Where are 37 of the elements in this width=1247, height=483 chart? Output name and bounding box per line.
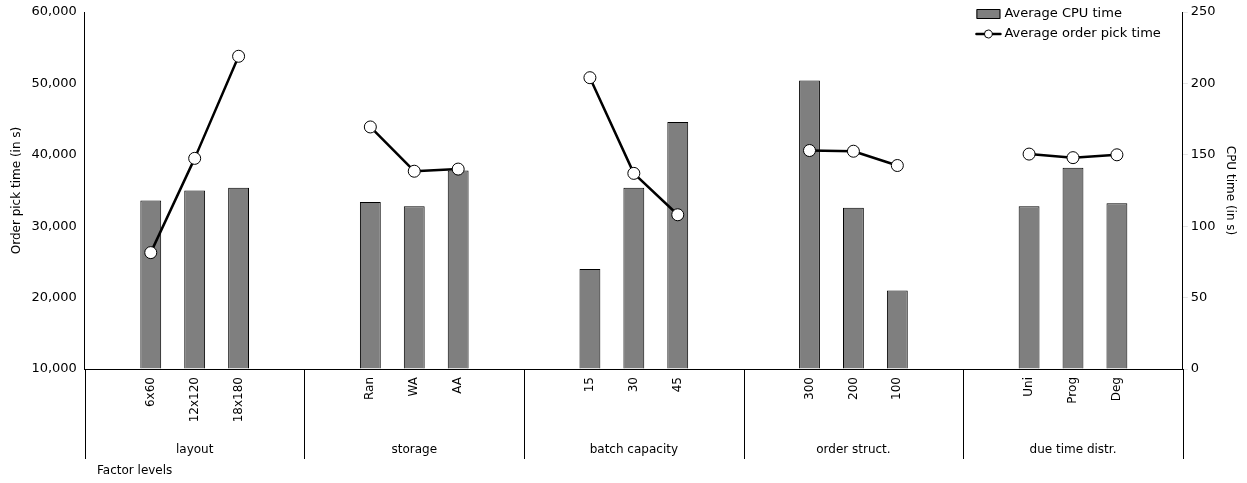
x-tick-label: Ran <box>362 377 377 401</box>
x-tick-label: 45 <box>669 377 684 393</box>
y2-tick-label: 50 <box>1190 288 1208 304</box>
y2-tick-label: 250 <box>1190 3 1216 19</box>
x-tick-label: 18x180 <box>230 377 245 423</box>
x-tick-label: AA <box>450 376 465 394</box>
x-tick-label: 6x60 <box>142 377 157 408</box>
x-tick-label: 300 <box>801 377 816 400</box>
x-tick-label: Prog <box>1065 377 1080 404</box>
y-axis-title: Order pick time (in s) <box>9 126 24 255</box>
text: order struct. <box>816 442 891 457</box>
x-axis-title: Factor levels <box>97 463 173 478</box>
y2-axis-title: CPU time (in s) <box>1223 145 1238 236</box>
text: layout <box>175 442 214 457</box>
y2-tick-label: 0 <box>1190 360 1200 376</box>
x-tick-label: 30 <box>625 377 640 393</box>
x-tick-label: Uni <box>1021 377 1036 397</box>
y2-tick-label: 200 <box>1190 74 1216 90</box>
x-tick-label: 200 <box>845 377 860 400</box>
text: batch capacity <box>589 442 679 457</box>
text: due time distr. <box>1029 442 1117 457</box>
legend-label: Average order pick time <box>1004 25 1161 41</box>
x-tick-label: 100 <box>889 377 904 400</box>
y-tick-label: 30,000 <box>31 217 77 233</box>
x-tick-label: Deg <box>1109 377 1124 402</box>
x-tick-label: WA <box>406 376 421 397</box>
y2-tick-label: 100 <box>1190 217 1216 233</box>
x-tick-label: 15 <box>582 377 597 393</box>
y2-tick-label: 150 <box>1190 146 1216 162</box>
x-tick-label: 12x120 <box>186 377 201 423</box>
legend-label: Average CPU time <box>1004 5 1122 21</box>
y-tick-label: 10,000 <box>31 360 77 376</box>
text: storage <box>391 442 438 457</box>
y-tick-label: 60,000 <box>31 3 77 19</box>
y-tick-label: 40,000 <box>31 146 77 162</box>
y-tick-label: 50,000 <box>31 74 77 90</box>
y-tick-label: 20,000 <box>31 288 77 304</box>
